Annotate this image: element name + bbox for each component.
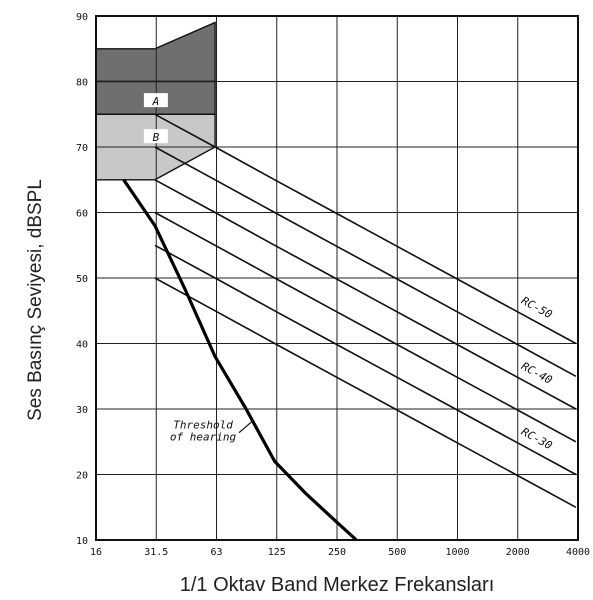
series-line-0 [154, 113, 577, 345]
x-tick-label: 500 [388, 547, 406, 558]
series-line-3 [154, 211, 577, 443]
y-tick-label: 70 [76, 143, 88, 154]
series-label-rc-40: RC-40 [519, 360, 555, 387]
x-tick-label: 250 [328, 547, 346, 558]
y-tick-label: 10 [76, 536, 88, 547]
series-lines [154, 113, 577, 509]
x-tick-label: 125 [268, 547, 286, 558]
series-line-4 [154, 244, 577, 476]
region-a [95, 21, 216, 83]
y-tick-label: 30 [76, 405, 88, 416]
x-tick-label: 4000 [566, 547, 590, 558]
x-tick-label: 1000 [445, 547, 469, 558]
x-tick-label: 31.5 [144, 547, 168, 558]
threshold-curve [122, 178, 358, 542]
series-line-2 [154, 179, 577, 410]
x-tick-label: 63 [210, 547, 222, 558]
region-b-label: B [153, 131, 160, 144]
threshold-label-line-1: Threshold [173, 419, 233, 432]
region-b-label-bg [143, 129, 168, 144]
y-tick-label: 60 [76, 209, 88, 220]
threshold-curve-line [122, 178, 358, 542]
y-tick-label: 40 [76, 340, 88, 351]
x-tick-label: 16 [90, 547, 102, 558]
x-axis-title: 1/1 Oktav Band Merkez Frekansları [180, 574, 495, 596]
grid: 16 31.5 63 125 250 500 1000 2000 4000 10 20 30 40 50 6… [76, 12, 590, 558]
series-label-rc-50: RC-50 [519, 294, 555, 321]
series-line-5 [154, 277, 577, 509]
region-a-label-bg [143, 93, 168, 108]
plot-frame [95, 15, 579, 541]
y-tick-label: 20 [76, 471, 88, 482]
y-tick-label: 50 [76, 274, 88, 285]
series-line-1 [154, 146, 577, 378]
series-label-rc-30: RC-30 [519, 425, 555, 452]
y-tick-label: 90 [76, 12, 88, 23]
region-a-label: A [152, 95, 160, 108]
threshold-pointer [238, 421, 252, 434]
y-tick-label: 80 [76, 78, 88, 89]
y-axis-title: Ses Basınç Seviyesi, dBSPL [25, 179, 46, 421]
x-tick-label: 2000 [506, 547, 530, 558]
threshold-label-line-2: of hearing [170, 431, 237, 444]
